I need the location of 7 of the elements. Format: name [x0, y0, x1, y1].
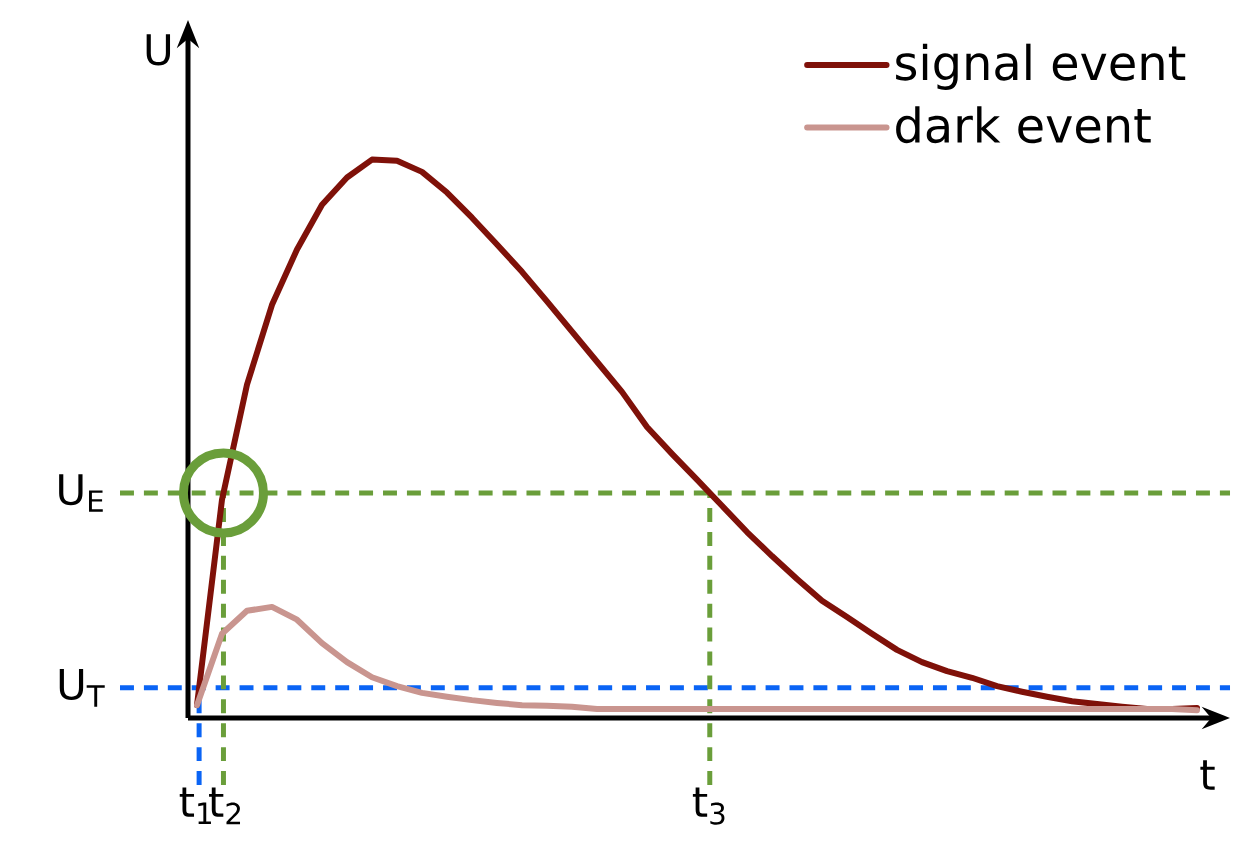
- text: t$_{3}$: [692, 787, 725, 825]
- legend-label: dark event: [896, 106, 1151, 144]
- legend-label: signal event: [896, 43, 1186, 90]
- x-axis-title: t: [1200, 760, 1215, 790]
- y-axis-title: U: [146, 34, 171, 66]
- ref-line-label: U$_{T}$: [59, 669, 105, 707]
- ref-line-label: U$_{E}$: [59, 474, 103, 512]
